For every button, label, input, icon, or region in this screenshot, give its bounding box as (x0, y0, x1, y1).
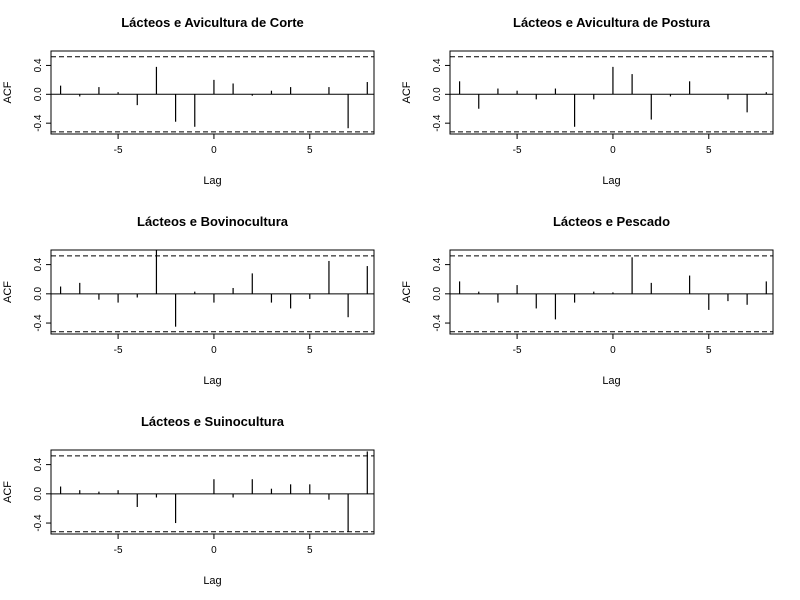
y-tick-label: 0.0 (33, 486, 44, 500)
y-tick-label: 0.4 (33, 58, 44, 72)
x-tick-label: 5 (706, 345, 712, 356)
plot-frame (449, 50, 774, 135)
plot-frame (50, 449, 375, 535)
y-axis-label: ACF (2, 481, 14, 503)
x-tick-label: 0 (211, 145, 217, 156)
chart-title: Lácteos e Pescado (553, 214, 670, 229)
y-tick-label: -0.4 (432, 114, 443, 132)
acf-panel-4: Lácteos e Pescado -5 0 5 -0.4 0.0 0.4 Lag ACF (401, 214, 774, 387)
x-tick-label: 5 (307, 345, 313, 356)
x-tick-label: -5 (114, 545, 123, 556)
y-tick-label: -0.4 (33, 114, 44, 132)
plot-frame (50, 249, 375, 335)
x-tick-label: -5 (114, 345, 123, 356)
x-tick-label: 0 (610, 145, 616, 156)
x-tick-label: 5 (706, 145, 712, 156)
chart-title: Lácteos e Bovinocultura (137, 214, 289, 229)
y-tick-label: -0.4 (432, 314, 443, 332)
y-tick-label: -0.4 (33, 514, 44, 532)
x-tick-label: 5 (307, 545, 313, 556)
acf-panel-5: Lácteos e Suinocultura -5 0 5 -0.4 0.0 0.4 Lag A… (2, 414, 375, 587)
y-axis-label: ACF (2, 81, 14, 103)
y-tick-label: 0.4 (33, 457, 44, 471)
x-axis-label: Lag (203, 175, 221, 187)
y-tick-label: 0.0 (432, 286, 443, 300)
x-axis-label: Lag (203, 575, 221, 587)
plot-frame (449, 249, 774, 335)
x-tick-label: 0 (211, 545, 217, 556)
x-tick-label: 0 (610, 345, 616, 356)
y-axis-label: ACF (2, 281, 14, 303)
y-tick-label: 0.0 (33, 87, 44, 101)
y-tick-label: 0.0 (33, 286, 44, 300)
y-tick-label: 0.0 (432, 87, 443, 101)
chart-title: Lácteos e Avicultura de Postura (513, 15, 711, 30)
y-tick-label: -0.4 (33, 314, 44, 332)
acf-panel-1: Lácteos e Avicultura de Corte -5 0 5 -0.4 0.0… (2, 15, 375, 187)
x-axis-label: Lag (602, 375, 620, 387)
x-tick-label: -5 (513, 345, 522, 356)
chart-title: Lácteos e Suinocultura (141, 414, 285, 429)
x-axis-label: Lag (602, 175, 620, 187)
acf-panel-2: Lácteos e Avicultura de Postura -5 0 5 -0.4 0… (401, 15, 774, 187)
y-axis-label: ACF (401, 281, 413, 303)
plot-frame (50, 50, 375, 135)
y-tick-label: 0.4 (432, 257, 443, 271)
x-tick-label: -5 (513, 145, 522, 156)
y-tick-label: 0.4 (33, 257, 44, 271)
x-axis-label: Lag (203, 375, 221, 387)
acf-panel-3: Lácteos e Bovinocultura -5 0 5 -0.4 0.0 0.4 Lag… (2, 214, 375, 387)
x-tick-label: 0 (211, 345, 217, 356)
chart-title: Lácteos e Avicultura de Corte (121, 15, 304, 30)
y-tick-label: 0.4 (432, 58, 443, 72)
x-tick-label: -5 (114, 145, 123, 156)
y-axis-label: ACF (401, 81, 413, 103)
x-tick-label: 5 (307, 145, 313, 156)
